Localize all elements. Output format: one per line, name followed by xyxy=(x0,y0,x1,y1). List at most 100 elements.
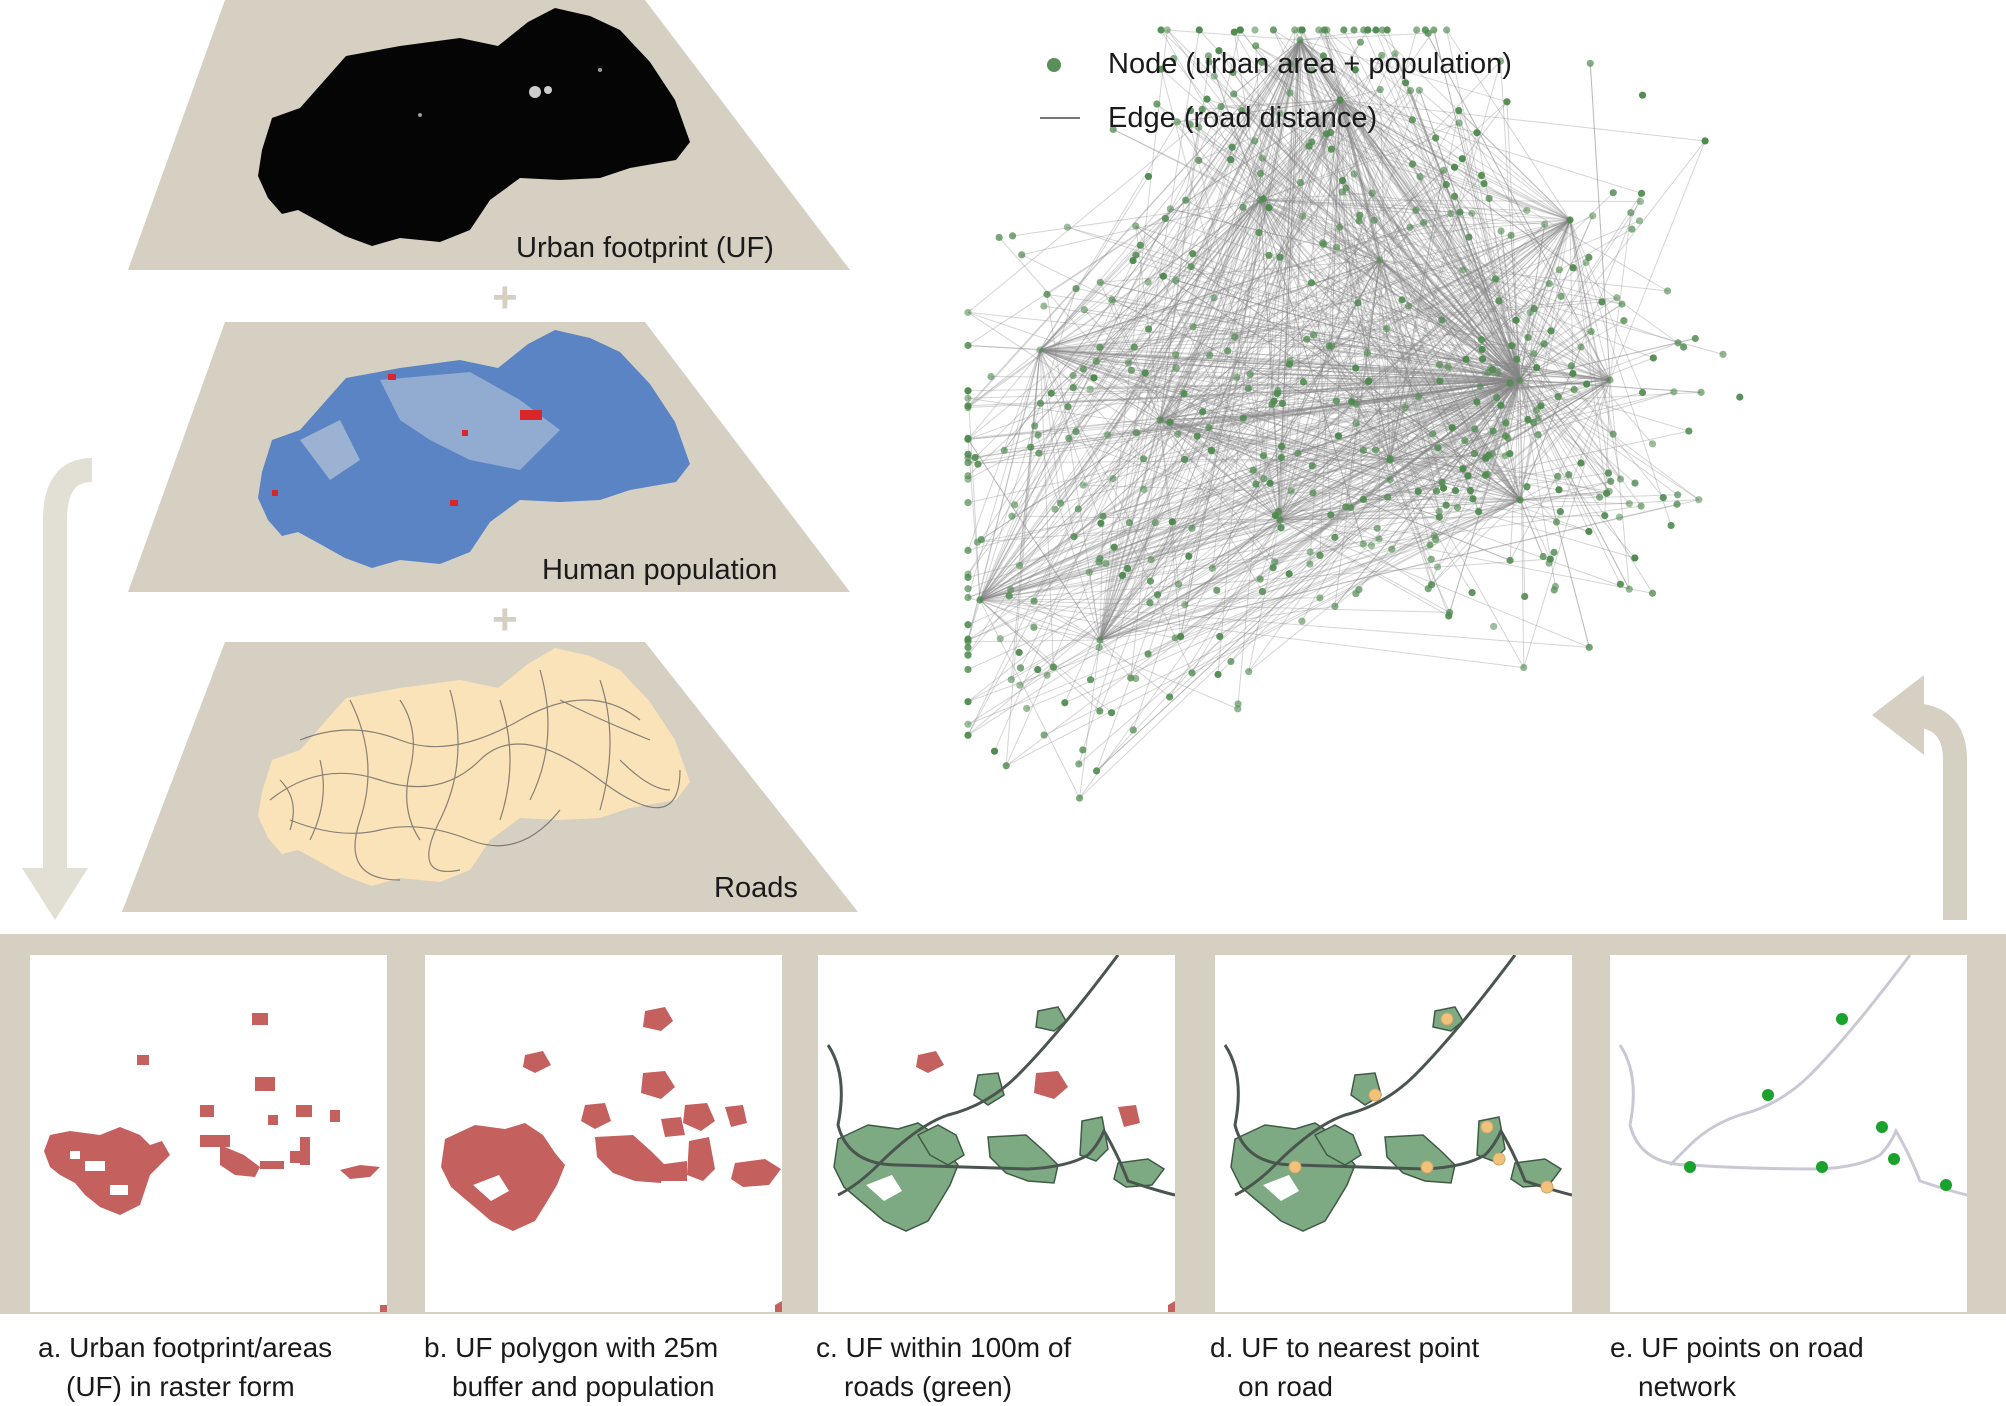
network-node xyxy=(1660,494,1667,501)
network-node xyxy=(1480,180,1487,187)
network-node xyxy=(1446,609,1453,616)
network-node xyxy=(1328,343,1335,350)
network-node xyxy=(1278,454,1285,461)
network-node xyxy=(1667,522,1674,529)
network-node xyxy=(1479,356,1486,363)
network-node xyxy=(1090,374,1097,381)
network-node xyxy=(964,547,971,554)
network-node xyxy=(1190,323,1197,330)
network-node xyxy=(1650,354,1657,361)
network-node xyxy=(1607,478,1614,485)
network-node xyxy=(1432,134,1439,141)
network-node xyxy=(1416,173,1423,180)
network-node xyxy=(1309,462,1316,469)
network-node xyxy=(1288,487,1295,494)
network-node xyxy=(1298,618,1305,625)
network-node xyxy=(1342,503,1349,510)
network-node xyxy=(1354,299,1361,306)
network-node xyxy=(1160,273,1167,280)
network-node xyxy=(1407,87,1414,94)
network-node xyxy=(1034,666,1041,673)
network-node xyxy=(1636,217,1643,224)
network-node xyxy=(1521,593,1528,600)
network-node xyxy=(1473,129,1480,136)
layer-stack xyxy=(0,0,900,930)
network-node xyxy=(1605,469,1612,476)
network-node xyxy=(1108,296,1115,303)
network-node xyxy=(1108,709,1115,716)
network-node xyxy=(964,476,971,483)
network-node xyxy=(1409,116,1416,123)
network-node xyxy=(1070,372,1077,379)
network-node xyxy=(1626,500,1633,507)
network-node xyxy=(1206,352,1213,359)
network-node xyxy=(1333,398,1340,405)
network-node xyxy=(1468,589,1475,596)
network-node xyxy=(1147,556,1154,563)
network-node xyxy=(1440,485,1447,492)
network-node xyxy=(1357,39,1364,46)
network-node xyxy=(1471,450,1478,457)
network-node xyxy=(1479,346,1486,353)
network-node xyxy=(1589,212,1596,219)
network-node xyxy=(1551,586,1558,593)
network-node xyxy=(1076,794,1083,801)
network-node xyxy=(1016,562,1023,569)
network-node xyxy=(1585,254,1592,261)
network-node xyxy=(1374,525,1381,532)
network-node xyxy=(1018,251,1025,258)
network-node xyxy=(1278,443,1285,450)
network-node xyxy=(1577,459,1584,466)
network-node xyxy=(1670,388,1677,395)
panel-a-raster xyxy=(30,955,387,1312)
network-node xyxy=(1260,452,1267,459)
network-node xyxy=(1512,317,1519,324)
network-node xyxy=(1007,586,1014,593)
network-node xyxy=(964,574,971,581)
network-node xyxy=(1180,390,1187,397)
network-node xyxy=(1606,488,1613,495)
caption-step-e: e. UF points on road network xyxy=(1610,1328,1864,1406)
network-node xyxy=(1310,331,1317,338)
network-node xyxy=(1436,361,1443,368)
network-node xyxy=(1490,427,1497,434)
network-node xyxy=(1111,544,1118,551)
network-node xyxy=(1376,256,1383,263)
network-node xyxy=(1199,408,1206,415)
network-node xyxy=(1375,535,1382,542)
network-node xyxy=(964,721,971,728)
network-node xyxy=(1702,137,1709,144)
network-node xyxy=(1196,26,1203,33)
network-node xyxy=(1523,207,1530,214)
network-node xyxy=(1360,496,1367,503)
network-node xyxy=(1043,291,1050,298)
network-node xyxy=(1339,188,1346,195)
network-node xyxy=(1412,206,1419,213)
network-node xyxy=(1451,164,1458,171)
network-node xyxy=(1315,26,1322,33)
panel-c-within-roads xyxy=(818,955,1175,1312)
network-node xyxy=(1384,493,1391,500)
network-node xyxy=(1533,407,1540,414)
network-node xyxy=(1308,279,1315,286)
network-node xyxy=(1557,508,1564,515)
network-node xyxy=(1040,302,1047,309)
network-node xyxy=(1477,383,1484,390)
network-node xyxy=(1081,306,1088,313)
network-edge xyxy=(1300,33,1428,40)
network-node xyxy=(1030,597,1037,604)
network-node xyxy=(1493,394,1500,401)
network-node xyxy=(1266,480,1273,487)
network-node xyxy=(1469,495,1476,502)
network-node xyxy=(1057,500,1064,507)
network-node xyxy=(1323,26,1330,33)
network-node xyxy=(1277,524,1284,531)
network-node xyxy=(1316,552,1323,559)
network-node xyxy=(1348,398,1355,405)
network-node xyxy=(991,748,998,755)
network-node xyxy=(1181,456,1188,463)
network-node xyxy=(1239,204,1246,211)
caption-d-line1: d. UF to nearest point xyxy=(1210,1328,1479,1367)
network-node xyxy=(1305,143,1312,150)
network-node xyxy=(1601,512,1608,519)
